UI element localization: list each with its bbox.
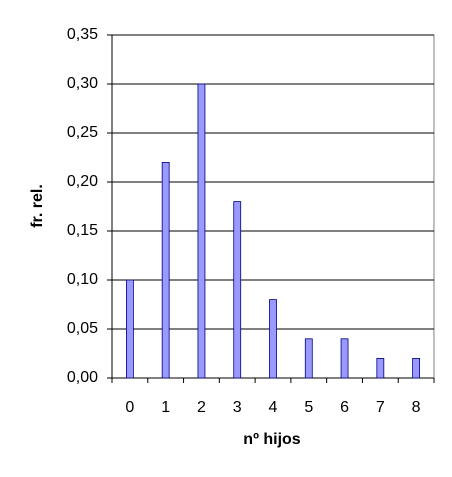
x-tick-label: 5: [304, 399, 313, 416]
y-tick-label: 0,25: [67, 124, 98, 141]
bar: [233, 201, 242, 379]
x-tick-label: 1: [161, 399, 170, 416]
y-tick-label: 0,05: [67, 320, 98, 337]
x-tick-label: 4: [269, 399, 278, 416]
y-tick-label: 0,00: [67, 369, 98, 386]
y-tick-label: 0,35: [67, 26, 98, 43]
bar: [340, 338, 349, 379]
x-axis-title: nº hijos: [243, 431, 301, 448]
y-tick-label: 0,15: [67, 222, 98, 239]
x-tick-label: 8: [412, 399, 421, 416]
x-tick-label: 6: [340, 399, 349, 416]
x-tick-label: 2: [197, 399, 206, 416]
bar: [197, 83, 206, 379]
bar: [304, 338, 313, 379]
x-tick-label: 0: [125, 399, 134, 416]
bar: [269, 299, 277, 379]
bar: [161, 161, 170, 379]
y-axis-title: fr. rel.: [29, 184, 46, 228]
y-tick-label: 0,20: [67, 173, 98, 190]
x-tick-label: 3: [233, 399, 242, 416]
y-tick-label: 0,10: [67, 271, 98, 288]
bar: [125, 279, 134, 379]
bar: [376, 357, 385, 379]
bar: [412, 357, 421, 379]
x-tick-label: 7: [376, 399, 385, 416]
y-tick-label: 0,30: [67, 75, 98, 92]
